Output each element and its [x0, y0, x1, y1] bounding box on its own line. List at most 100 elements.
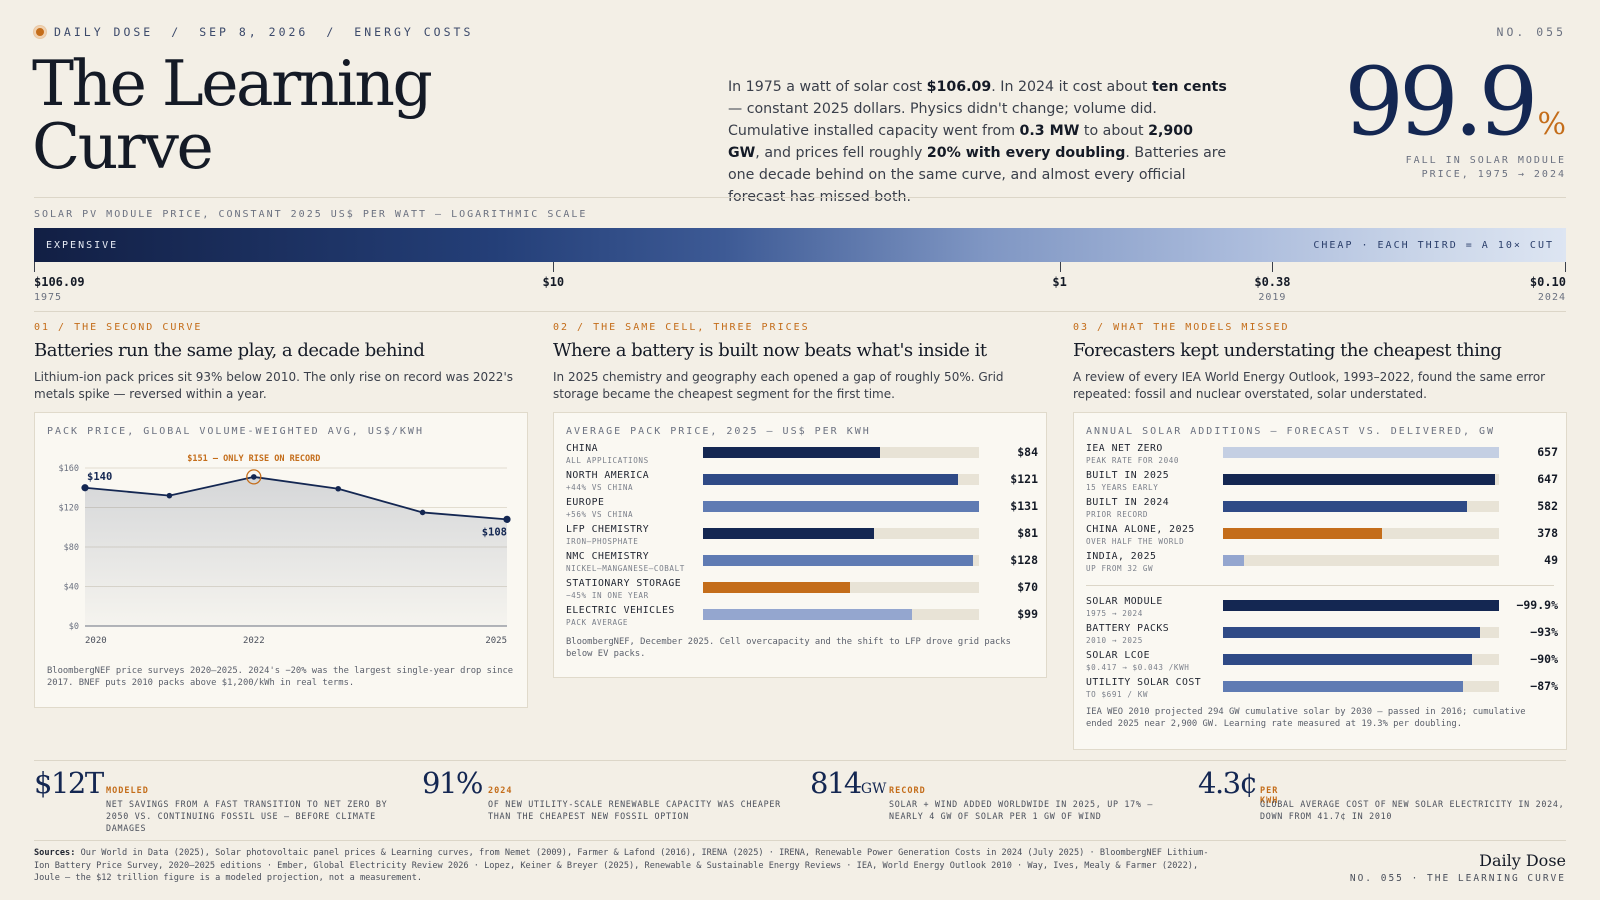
sources: Sources: Our World in Data (2025), Solar… [34, 847, 1224, 885]
bar-track [703, 582, 979, 593]
bar-label: STATIONARY STORAGE [566, 578, 682, 589]
lede-text: to about [1079, 123, 1149, 139]
bar-track [1223, 501, 1499, 512]
y-tick-label: $40 [64, 583, 79, 593]
bar-label: INDIA, 2025 [1086, 551, 1157, 562]
bar-sublabel: PRIOR RECORD [1086, 510, 1149, 519]
bar-sublabel: 1975 → 2024 [1086, 609, 1143, 618]
bar-row: STATIONARY STORAGE −45% IN ONE YEAR $70 [566, 578, 1038, 604]
scale-tick-label: $0.38 [1254, 275, 1291, 289]
bar-value: 378 [1537, 526, 1558, 540]
bar [1223, 600, 1499, 611]
bar-row: LFP CHEMISTRY IRON–PHOSPHATE $81 [566, 524, 1038, 550]
kicker-brand: DAILY DOSE [54, 25, 154, 39]
bar [703, 582, 851, 593]
bar-row: NORTH AMERICA +44% VS CHINA $121 [566, 470, 1038, 496]
bar-track [1223, 447, 1499, 458]
stat-description: GLOBAL AVERAGE COST OF NEW SOLAR ELECTRI… [1260, 799, 1565, 821]
bar-label: BUILT IN 2025 [1086, 470, 1170, 481]
section-eyebrow: 02 / THE SAME CELL, THREE PRICES [553, 322, 810, 333]
band-left-label: EXPENSIVE [46, 240, 119, 251]
lede-text: — constant 2025 dollars. Physics didn't … [728, 101, 1157, 139]
section-description: In 2025 chemistry and geography each ope… [553, 370, 1004, 401]
x-tick-label: 2025 [485, 636, 507, 646]
lede-bold: 20% with every doubling [926, 145, 1126, 161]
scale-label: SOLAR PV MODULE PRICE, CONSTANT 2025 US$… [34, 209, 588, 220]
page-title: The Learning Curve [32, 52, 672, 178]
bar-track [703, 474, 979, 485]
divider [34, 197, 1566, 198]
bar-value: −90% [1530, 652, 1558, 666]
scale-tick-year: 2019 [1258, 292, 1287, 303]
kicker-separator: / [171, 25, 182, 39]
bar-row: CHINA ALONE, 2025 OVER HALF THE WORLD 378 [1086, 524, 1558, 550]
series-line [84, 475, 508, 521]
band-right-label: CHEAP · EACH THIRD = A 10× CUT [1313, 240, 1554, 251]
bar-track [1223, 627, 1499, 638]
section-description: A review of every IEA World Energy Outlo… [1073, 370, 1546, 401]
bar-row: INDIA, 2025 UP FROM 32 GW 49 [1086, 551, 1558, 577]
bar-value: $99 [1017, 607, 1038, 621]
issue-number: NO. 055 [1496, 25, 1566, 39]
lede-text: . In 2024 it cost about [991, 79, 1152, 95]
bar-track [703, 555, 979, 566]
headline-caption: FALL IN SOLAR MODULE PRICE, 1975 → 2024 [1376, 154, 1566, 182]
bar [703, 609, 912, 620]
y-tick-label: $0 [69, 622, 79, 632]
stat-unit: GW [860, 781, 887, 797]
divider [34, 840, 1566, 841]
lede-bold: 2,900 GW [728, 123, 1193, 161]
bar-sublabel: IRON–PHOSPHATE [566, 537, 639, 546]
line-chart-card: PACK PRICE, GLOBAL VOLUME-WEIGHTED AVG, … [34, 412, 528, 708]
bar-label: IEA NET ZERO [1086, 443, 1163, 454]
headline-number: 99.9 [1344, 48, 1538, 157]
scale-tick [1059, 262, 1061, 272]
peak-annotation: $151 — ONLY RISE ON RECORD [187, 454, 320, 464]
bar-sublabel: −45% IN ONE YEAR [566, 591, 649, 600]
scale-tick [1272, 262, 1274, 272]
bar-value: −87% [1530, 679, 1558, 693]
brand-subtitle: NO. 055 · THE LEARNING CURVE [1349, 873, 1566, 884]
bar-value: −93% [1530, 625, 1558, 639]
divider [34, 760, 1566, 761]
bar-sublabel: +44% VS CHINA [566, 483, 634, 492]
bar-label: NORTH AMERICA [566, 470, 650, 481]
chart-note: BloombergNEF price surveys 2020–2025. 20… [47, 666, 514, 688]
data-point [335, 485, 342, 492]
stat-value: 91% [422, 766, 483, 800]
bar [1223, 681, 1464, 692]
bar-value: 582 [1537, 499, 1558, 513]
bar-value: $121 [1010, 472, 1038, 486]
bar-label: CHINA ALONE, 2025 [1086, 524, 1195, 535]
bar-value: $131 [1010, 499, 1038, 513]
title-line-1: The Learning [32, 47, 433, 120]
x-tick-label: 2022 [243, 636, 265, 646]
bar-sublabel: 2010 → 2025 [1086, 636, 1143, 645]
headline-caption-line: FALL IN SOLAR MODULE [1405, 155, 1566, 166]
section-heading: Forecasters kept understating the cheape… [1073, 340, 1502, 361]
pack-price-line-chart: $0 $40 $80 $120 $160 2020 2022 2025 $151 — ONLY … [59, 454, 511, 646]
stat-tag: RECORD [889, 786, 926, 796]
bar-sublabel: OVER HALF THE WORLD [1086, 537, 1185, 546]
chart-note: BloombergNEF, December 2025. Cell overca… [566, 637, 1011, 659]
bar-sublabel: TO $691 / KW [1086, 690, 1149, 699]
bar-label: NMC CHEMISTRY [566, 551, 650, 562]
bar [703, 474, 958, 485]
section-heading: Where a battery is built now beats what'… [553, 340, 987, 361]
kicker-separator: / [326, 25, 337, 39]
section-models-missed: 03 / WHAT THE MODELS MISSED Forecasters … [1073, 322, 1567, 403]
scale-tick [1565, 262, 1566, 272]
bar-value: $70 [1017, 580, 1038, 594]
chart-title: ANNUAL SOLAR ADDITIONS — FORECAST VS. DE… [1086, 426, 1496, 437]
bar-row: BUILT IN 2024 PRIOR RECORD 582 [1086, 497, 1558, 523]
stat-number: 814 [810, 766, 862, 800]
bar [1223, 447, 1499, 458]
bar-row: EUROPE +56% VS CHINA $131 [566, 497, 1038, 523]
bar [1223, 555, 1244, 566]
stat-value: 814GW [810, 766, 886, 800]
bar [1223, 501, 1468, 512]
bar-sublabel: UP FROM 32 GW [1086, 564, 1154, 573]
lede-bold: $106.09 [926, 79, 992, 95]
bar-sublabel: $0.417 → $0.043 /KWH [1086, 663, 1190, 672]
bar-row: ELECTRIC VEHICLES PACK AVERAGE $99 [566, 605, 1038, 631]
